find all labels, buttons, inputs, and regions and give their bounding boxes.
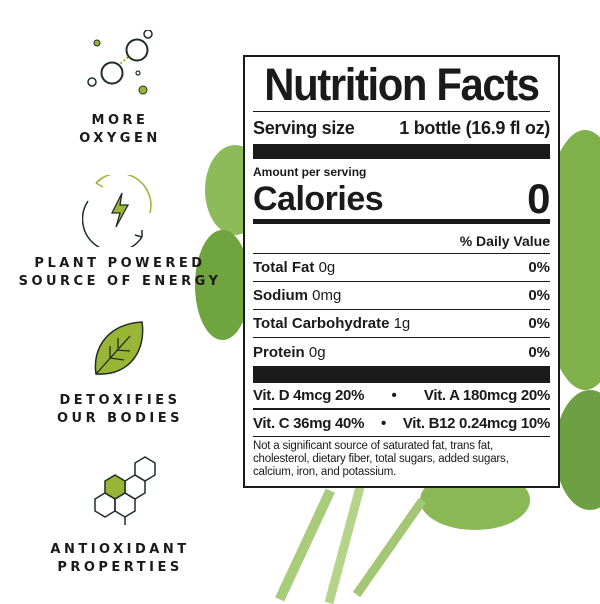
vitamin-right: Vit. A 180mcg 20% — [423, 387, 550, 404]
vitamin-left: Vit. C 36mg 40% — [253, 414, 365, 432]
nutrient-dv: 0% — [528, 259, 550, 276]
feature-label: OXYGEN — [79, 131, 161, 146]
nutrient-amount: 0g — [308, 343, 326, 361]
molecule-icon — [94, 456, 156, 525]
nutrient-amount: 0mg — [312, 287, 342, 304]
leaf-icon — [94, 321, 144, 375]
nutrient-amount: 0g — [318, 259, 336, 276]
serving-size-row: Serving size 1 bottle (16.9 fl oz) — [253, 112, 550, 144]
vitamin-row: Vit. C 36mg 40% • Vit. B12 0.24mcg 10% — [253, 410, 550, 437]
nutrient-row: Total Fat 0g 0% — [253, 254, 550, 282]
nutrient-dv: 0% — [528, 315, 550, 332]
feature-label: OUR BODIES — [57, 411, 183, 426]
nutrient-name: Sodium 0mg — [253, 287, 341, 304]
vitamin-row: Vit. D 4mcg 20% • Vit. A 180mcg 20% — [253, 383, 550, 410]
bullet: • — [381, 414, 386, 432]
feature-label: ANTIOXIDANT — [50, 542, 190, 557]
energy-cycle-icon — [82, 175, 152, 247]
nutrient-label: Total Carbohydrate — [253, 315, 390, 332]
nutrient-dv: 0% — [528, 343, 550, 361]
divider — [253, 144, 550, 159]
calories-row: Calories 0 — [253, 175, 550, 222]
feature-more-oxygen: MORE OXYGEN — [0, 30, 240, 148]
nutrient-row: Protein 0g 0% — [253, 338, 550, 366]
feature-label: PROPERTIES — [57, 560, 183, 575]
bubbles-icon — [87, 30, 153, 95]
nutrition-facts-label: Nutrition Facts Serving size 1 bottle (1… — [243, 55, 560, 488]
nutrient-amount: 1g — [393, 315, 411, 332]
feature-antioxidant: ANTIOXIDANT PROPERTIES — [0, 455, 240, 577]
divider — [253, 219, 550, 224]
serving-value: 1 bottle (16.9 fl oz) — [399, 117, 550, 138]
bullet: • — [391, 387, 397, 404]
feature-detoxifies: DETOXIFIES OUR BODIES — [0, 318, 240, 428]
nutrient-name: Total Carbohydrate 1g — [253, 315, 410, 332]
nutrient-name: Protein 0g — [253, 344, 326, 361]
calories-label: Calories — [253, 179, 384, 218]
label-title: Nutrition Facts — [264, 59, 540, 110]
calories-value: 0 — [527, 175, 550, 222]
feature-label: PLANT POWERED — [34, 256, 206, 271]
feature-label: DETOXIFIES — [59, 393, 181, 408]
nutrient-label: Protein — [253, 343, 305, 361]
vitamin-left: Vit. D 4mcg 20% — [253, 387, 365, 404]
nutrient-row: Total Carbohydrate 1g 0% — [253, 310, 550, 338]
feature-label: SOURCE OF ENERGY — [18, 274, 222, 289]
nutrient-dv: 0% — [528, 287, 550, 304]
feature-plant-powered: PLANT POWERED SOURCE OF ENERGY — [0, 175, 240, 291]
footnote: Not a significant source of saturated fa… — [253, 440, 509, 478]
amount-per-serving: Amount per serving — [253, 165, 367, 179]
nutrient-label: Sodium — [253, 287, 308, 304]
feature-label: MORE — [91, 113, 149, 128]
nutrient-label: Total Fat — [253, 259, 315, 276]
divider — [253, 366, 550, 383]
daily-value-header: % Daily Value — [253, 228, 550, 254]
nutrient-name: Total Fat 0g — [253, 259, 335, 276]
vitamin-right: Vit. B12 0.24mcg 10% — [402, 414, 550, 432]
nutrient-row: Sodium 0mg 0% — [253, 282, 550, 310]
serving-label: Serving size — [253, 117, 355, 138]
